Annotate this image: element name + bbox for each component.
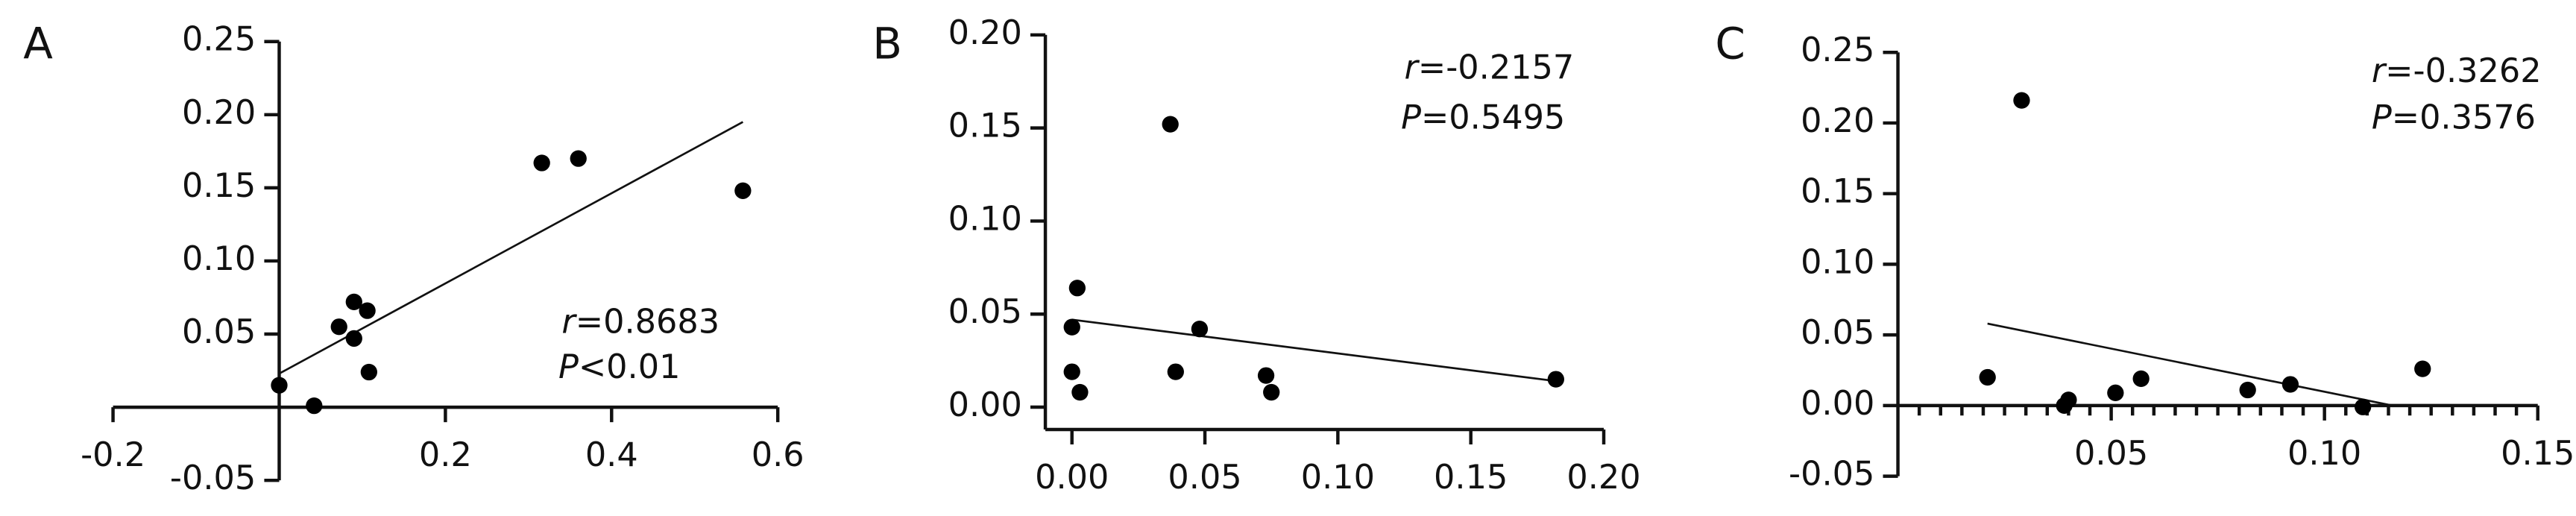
point [1263,383,1280,401]
y-tick-label: 0.00 [1801,384,1874,423]
annotation: P<0.01 [558,347,681,386]
point [359,302,376,319]
point [1547,371,1564,388]
point [2060,391,2077,409]
x-tick-label: 0.00 [1035,458,1109,497]
point [734,182,752,199]
y-tick-label: 0.15 [182,166,256,205]
point [1063,363,1080,380]
point [1257,367,1275,384]
annotation: r=-0.2157 [1405,48,1575,87]
point [2239,381,2256,399]
y-tick-label: 0.10 [1801,242,1874,281]
point [2107,384,2124,401]
y-tick-label: 0.20 [182,93,256,132]
x-tick-label: 0.15 [2501,434,2575,473]
y-tick-label: 0.05 [948,292,1022,331]
y-tick-label: -0.05 [1789,455,1874,494]
y-tick-label: 0.25 [1801,31,1874,69]
y-tick-label: 0.05 [182,312,256,351]
x-tick-label: 0.20 [1566,458,1640,497]
point [2132,370,2150,388]
y-tick-label: 0.20 [948,13,1022,52]
point [1071,383,1089,401]
x-tick-label: 0.6 [752,435,804,474]
y-tick-label: 0.05 [1801,313,1874,352]
y-tick-label: -0.05 [170,459,256,497]
annotation: P=0.3576 [2372,98,2536,136]
annotation: P=0.5495 [1401,98,1565,136]
point [570,150,587,167]
y-tick-label: 0.25 [182,20,256,59]
point [2281,376,2299,393]
y-tick-label: 0.00 [948,386,1022,424]
point [1063,318,1080,336]
point [2013,92,2030,109]
x-tick-label: 0.05 [2074,434,2148,473]
point [2414,360,2431,377]
point [533,154,550,172]
panel-letter: C [1715,19,1745,69]
y-tick-label: 0.15 [948,107,1022,145]
panel-letter: A [23,19,53,69]
y-tick-label: 0.15 [1801,172,1874,211]
annotation: r=0.8683 [561,303,719,342]
point [306,397,323,415]
panel-letter: B [872,19,902,69]
point [330,318,347,336]
x-tick-label: 0.10 [1301,458,1375,497]
trend-line [1071,318,1556,383]
y-tick-label: 0.10 [182,239,256,278]
x-tick-label: 0.05 [1168,458,1241,497]
point [1068,280,1086,297]
point [345,293,362,311]
trend-line [1987,322,2393,407]
point [345,330,362,347]
point [360,363,377,381]
point [1162,116,1179,133]
x-tick-label: 0.4 [585,435,638,474]
y-tick-label: 0.10 [948,199,1022,238]
y-tick-label: 0.20 [1801,101,1874,140]
x-tick-label: 0.10 [2287,434,2361,473]
x-tick-label: -0.2 [81,435,145,474]
x-tick-label: 0.2 [419,435,472,474]
point [1979,368,1996,386]
x-tick-label: 0.15 [1434,458,1508,497]
point [2355,398,2372,415]
annotation: r=-0.3262 [2372,51,2542,90]
point [271,377,288,394]
point [1167,363,1184,380]
point [1191,321,1209,338]
